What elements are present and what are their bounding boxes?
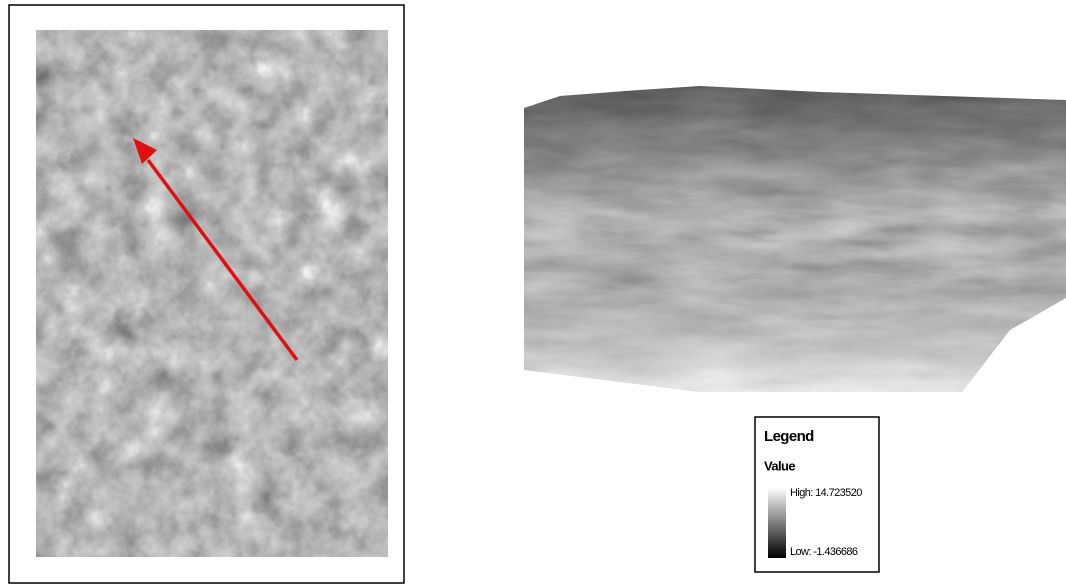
legend-title: Legend <box>764 428 814 445</box>
color-ramp <box>768 487 786 558</box>
legend-field: Value <box>764 458 795 473</box>
legend: Legend Value High: 14.723520 Low: -1.436… <box>755 417 879 572</box>
terrain-3d <box>524 86 1066 392</box>
legend-high: High: 14.723520 <box>790 487 862 499</box>
terrain-shading <box>524 86 1066 392</box>
map-layout: Legend Value High: 14.723520 Low: -1.436… <box>0 0 1066 588</box>
flow-raster <box>36 30 388 557</box>
legend-low: Low: -1.436686 <box>790 546 858 558</box>
